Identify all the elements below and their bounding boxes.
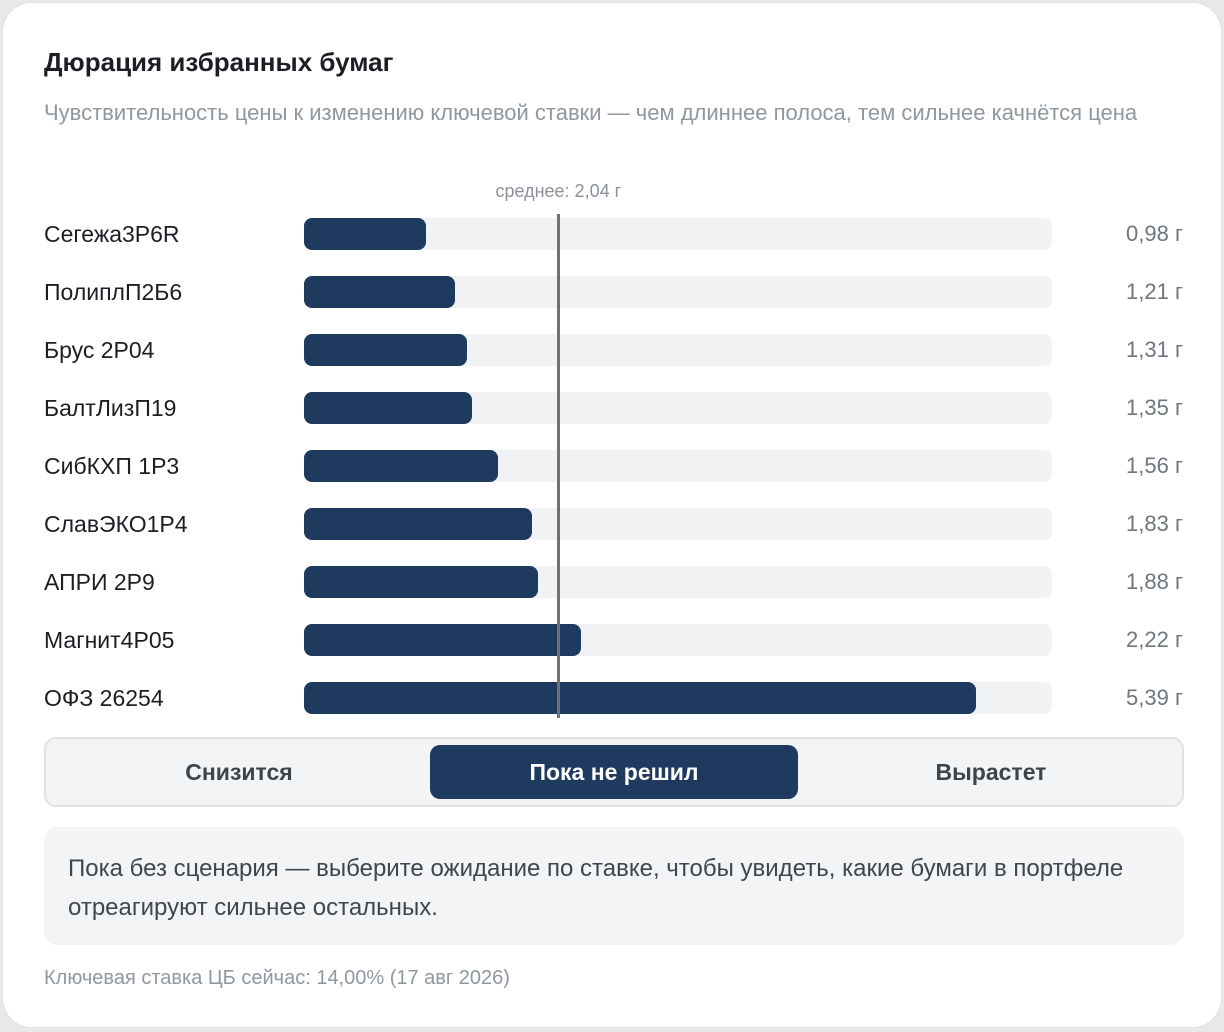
bar-track bbox=[304, 218, 1052, 250]
chart-row: БалтЛизП19 1,35 г bbox=[3, 392, 1223, 424]
duration-value-label: 1,83 г bbox=[1126, 511, 1183, 536]
bond-name-label: ПолиплП2Б6 bbox=[44, 279, 183, 305]
key-rate-footer: Ключевая ставка ЦБ сейчас: 14,00% (17 ав… bbox=[44, 967, 510, 989]
duration-bar bbox=[304, 566, 539, 598]
scenario-info-box: Пока без сценария — выберите ожидание по… bbox=[44, 827, 1184, 945]
duration-bar bbox=[304, 682, 976, 714]
bar-track bbox=[304, 450, 1052, 482]
scenario-decrease-button[interactable]: Снизится bbox=[185, 759, 293, 785]
chart-row: СибКХП 1P3 1,56 г bbox=[3, 450, 1223, 482]
bond-name-label: АПРИ 2P9 bbox=[44, 569, 155, 595]
duration-bar bbox=[304, 218, 427, 250]
bar-track bbox=[304, 624, 1052, 656]
rate-scenario-selector: Снизится Пока не решил Вырастет bbox=[44, 737, 1184, 807]
duration-bar bbox=[304, 624, 581, 656]
bar-track bbox=[304, 276, 1052, 308]
bar-track bbox=[304, 682, 1052, 714]
duration-value-label: 1,88 г bbox=[1126, 569, 1183, 594]
bond-name-label: Магнит4P05 bbox=[44, 627, 175, 653]
bond-name-label: СибКХП 1P3 bbox=[44, 453, 180, 479]
scenario-undecided-button[interactable]: Пока не решил bbox=[430, 745, 798, 799]
duration-value-label: 5,39 г bbox=[1126, 685, 1183, 710]
average-label: среднее: 2,04 г bbox=[495, 181, 622, 201]
bond-name-label: ОФЗ 26254 bbox=[44, 685, 164, 711]
bar-track bbox=[304, 566, 1052, 598]
duration-value-label: 0,98 г bbox=[1126, 221, 1183, 246]
scenario-increase-button[interactable]: Вырастет bbox=[935, 759, 1047, 785]
chart-row: Магнит4P05 2,22 г bbox=[3, 624, 1223, 656]
card-title: Дюрация избранных бумаг bbox=[44, 47, 394, 77]
average-line bbox=[557, 214, 561, 718]
card-subtitle: Чувствительность цены к изменению ключев… bbox=[44, 100, 1138, 125]
chart-row: Брус 2P04 1,31 г bbox=[3, 334, 1223, 366]
duration-value-label: 2,22 г bbox=[1126, 627, 1183, 652]
bond-name-label: БалтЛизП19 bbox=[44, 395, 177, 421]
duration-bar bbox=[304, 334, 468, 366]
chart-row: ПолиплП2Б6 1,21 г bbox=[3, 276, 1223, 308]
duration-bar bbox=[304, 450, 499, 482]
chart-row: ОФЗ 26254 5,39 г bbox=[3, 682, 1223, 714]
bar-track bbox=[304, 508, 1052, 540]
chart-row: АПРИ 2P9 1,88 г bbox=[3, 566, 1223, 598]
bond-name-label: СлавЭКО1P4 bbox=[44, 511, 188, 537]
duration-value-label: 1,35 г bbox=[1126, 395, 1183, 420]
duration-bar bbox=[304, 508, 533, 540]
duration-value-label: 1,21 г bbox=[1126, 279, 1183, 304]
duration-bar bbox=[304, 276, 455, 308]
bar-track bbox=[304, 392, 1052, 424]
bond-name-label: Брус 2P04 bbox=[44, 337, 155, 363]
chart-row: Сегежа3P6R 0,98 г bbox=[3, 218, 1223, 250]
duration-value-label: 1,56 г bbox=[1126, 453, 1183, 478]
duration-value-label: 1,31 г bbox=[1126, 337, 1183, 362]
bar-track bbox=[304, 334, 1052, 366]
bond-name-label: Сегежа3P6R bbox=[44, 221, 180, 247]
chart-row: СлавЭКО1P4 1,83 г bbox=[3, 508, 1223, 540]
duration-bar bbox=[304, 392, 473, 424]
